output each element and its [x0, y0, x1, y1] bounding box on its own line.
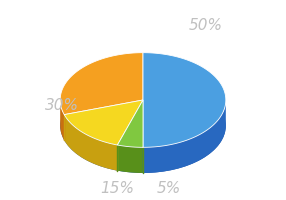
- Polygon shape: [118, 100, 143, 147]
- Polygon shape: [118, 145, 143, 173]
- Text: 50%: 50%: [189, 18, 223, 33]
- Text: 30%: 30%: [45, 98, 79, 113]
- Polygon shape: [60, 53, 143, 115]
- Ellipse shape: [60, 78, 226, 173]
- Text: 5%: 5%: [156, 181, 181, 196]
- Polygon shape: [143, 101, 226, 173]
- Polygon shape: [143, 53, 226, 147]
- Polygon shape: [64, 115, 118, 171]
- Text: 15%: 15%: [100, 181, 134, 196]
- Polygon shape: [60, 101, 64, 140]
- Polygon shape: [64, 100, 143, 145]
